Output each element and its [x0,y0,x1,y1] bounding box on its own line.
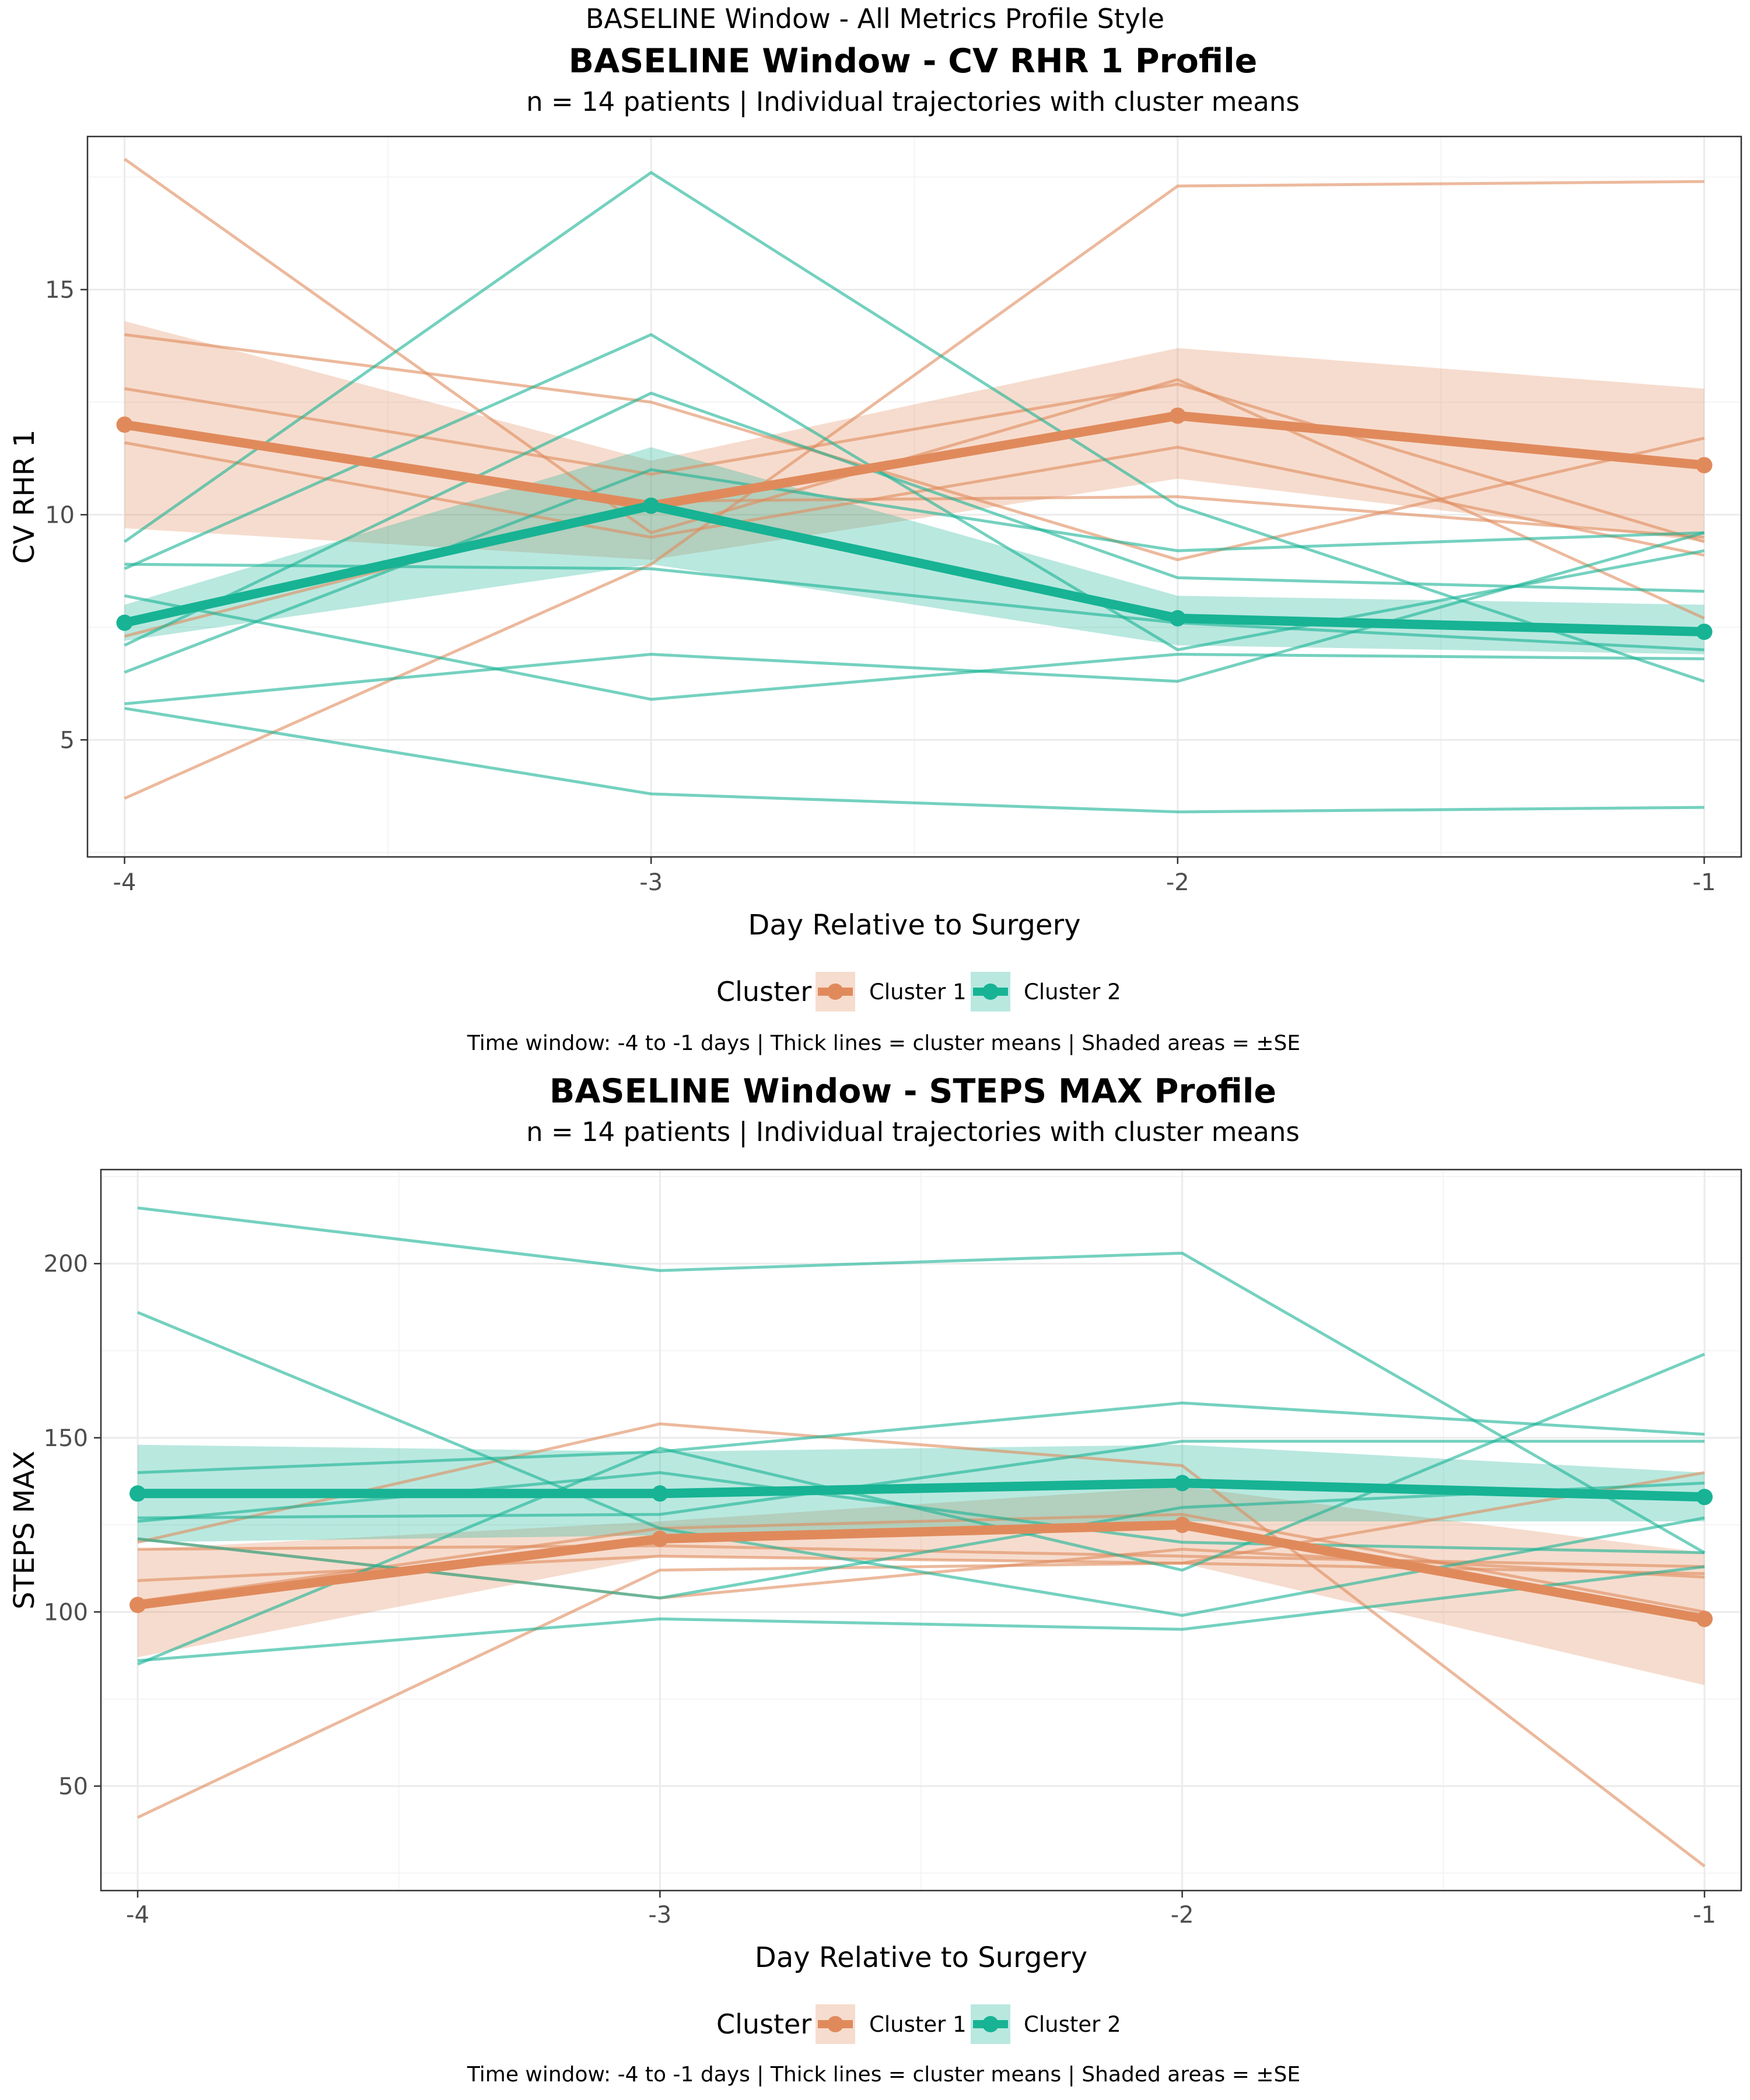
legend-key-point-cluster-2 [982,984,999,1000]
patient-line-7 [124,171,1705,683]
legend-label-cluster-1: Cluster 1 [869,979,967,1005]
legend-label-cluster-2: Cluster 2 [1024,2012,1121,2037]
mean-point-cluster-2 [116,614,133,631]
cv-rhr-chart: -4 -3 -2 -1 5 10 15 BASELINE Window - CV RHR 1… [8,42,1742,1055]
y-tick-label: 15 [45,276,75,303]
patient-line-8 [124,333,1704,652]
frame-layer: -4 -3 -2 -1 50 100 150 200 [44,1168,1742,2044]
chart-subtitle: n = 14 patients | Individual trajectorie… [526,1116,1300,1147]
frame-layer: -4 -3 -2 -1 5 10 15 [45,135,1742,1012]
x-tick-label: -1 [1693,869,1716,896]
x-tick-label: -4 [126,1902,149,1929]
legend-key-point-cluster-1 [827,984,844,1000]
figure-title: BASELINE Window - All Metrics Profile St… [585,3,1165,34]
chart-title: BASELINE Window - CV RHR 1 Profile [569,42,1258,80]
chart-subtitle: n = 14 patients | Individual trajectorie… [526,86,1300,117]
patient-line-12 [124,531,1705,706]
mean-line-cluster-1 [124,411,1705,510]
mean-point-cluster-1 [129,1597,146,1614]
mean-line-cluster-2 [137,1478,1705,1502]
patient-line-9 [137,1401,1705,1474]
x-axis-label: Day Relative to Surgery [755,1941,1087,1974]
se-band-cluster-1 [124,321,1704,560]
steps-max-chart: -4 -3 -2 -1 50 100 150 200 BASELINE Window - ST… [8,1072,1742,2087]
individual-line-layer [124,158,1705,814]
legend-key-point-cluster-2 [982,2016,999,2032]
x-tick-label: -3 [639,869,663,896]
mean-line-cluster-1 [136,1520,1706,1624]
mean-line-cluster-2 [123,501,1704,637]
mean-point-cluster-2 [1696,1489,1713,1506]
patient-line-13 [124,594,1704,701]
mean-point-cluster-1 [1696,457,1713,474]
y-axis-label: STEPS MAX [8,1451,41,1609]
patient-line-10 [137,1440,1705,1520]
mean-point-cluster-1 [116,416,133,433]
mean-point-cluster-1 [1696,1611,1713,1628]
patient-line-6 [137,1513,1705,1614]
plot-border [86,135,1742,858]
se-band-cluster-2 [137,1444,1705,1542]
y-tick-label: 200 [44,1251,88,1278]
x-tick-label: -3 [648,1902,671,1929]
mean-point-cluster-2 [652,1485,668,1502]
se-band-cluster-2 [124,447,1704,654]
mean-point-cluster-2 [1174,1475,1191,1492]
mean-point-cluster-2 [643,497,660,514]
patient-line-1 [136,1471,1705,1819]
patient-line-5 [124,180,1704,800]
mean-point-cluster-1 [1169,407,1186,424]
legend-label-cluster-2: Cluster 2 [1024,979,1121,1005]
mean-point-cluster-2 [1169,610,1186,626]
chart-caption: Time window: -4 to -1 days | Thick lines… [467,2063,1300,2087]
patient-line-7 [137,1206,1706,1554]
y-tick-label: 10 [45,502,75,528]
mean-line-layer [129,1475,1713,1628]
patient-line-13 [137,1565,1705,1662]
patient-line-11 [137,1353,1705,1666]
y-tick-label: 100 [44,1599,88,1626]
mean-point-cluster-2 [129,1485,146,1502]
chart-title: BASELINE Window - STEPS MAX Profile [550,1072,1276,1111]
text-layer: BASELINE Window - CV RHR 1 Profile n = 1… [8,42,1300,1055]
patient-line-9 [124,391,1704,647]
legend-title: Cluster [716,976,811,1007]
x-axis-label: Day Relative to Surgery [748,909,1080,942]
mean-line-layer [116,407,1713,640]
mean-point-cluster-1 [1174,1517,1191,1534]
plot-border [100,1168,1742,1892]
legend-title: Cluster [716,2008,811,2040]
y-axis-label: CV RHR 1 [8,429,41,564]
patient-line-2 [124,333,1705,562]
text-layer: BASELINE Window - STEPS MAX Profile n = … [8,1072,1300,2087]
x-tick-label: -2 [1171,1902,1194,1929]
x-tick-label: -4 [113,869,136,896]
patient-line-8 [137,1311,1705,1617]
patient-line-10 [124,468,1704,674]
se-band-layer [124,321,1704,654]
se-band-layer [137,1444,1705,1685]
patient-line-5 [137,1422,1706,1868]
individual-line-layer [136,1206,1706,1868]
legend-label-cluster-1: Cluster 1 [869,2012,967,2037]
patient-line-3 [137,1544,1705,1569]
x-tick-label: -1 [1693,1902,1716,1929]
se-band-cluster-1 [137,1486,1705,1685]
mean-point-cluster-1 [652,1530,668,1547]
x-tick-label: -2 [1166,869,1189,896]
y-tick-label: 150 [44,1425,88,1452]
mean-point-cluster-2 [1696,624,1713,640]
patient-line-3 [124,383,1705,544]
y-tick-label: 5 [60,727,75,754]
chart-caption: Time window: -4 to -1 days | Thick lines… [467,1031,1300,1055]
y-tick-label: 50 [58,1773,88,1800]
patient-line-14 [124,706,1704,814]
legend-key-point-cluster-1 [827,2016,844,2032]
